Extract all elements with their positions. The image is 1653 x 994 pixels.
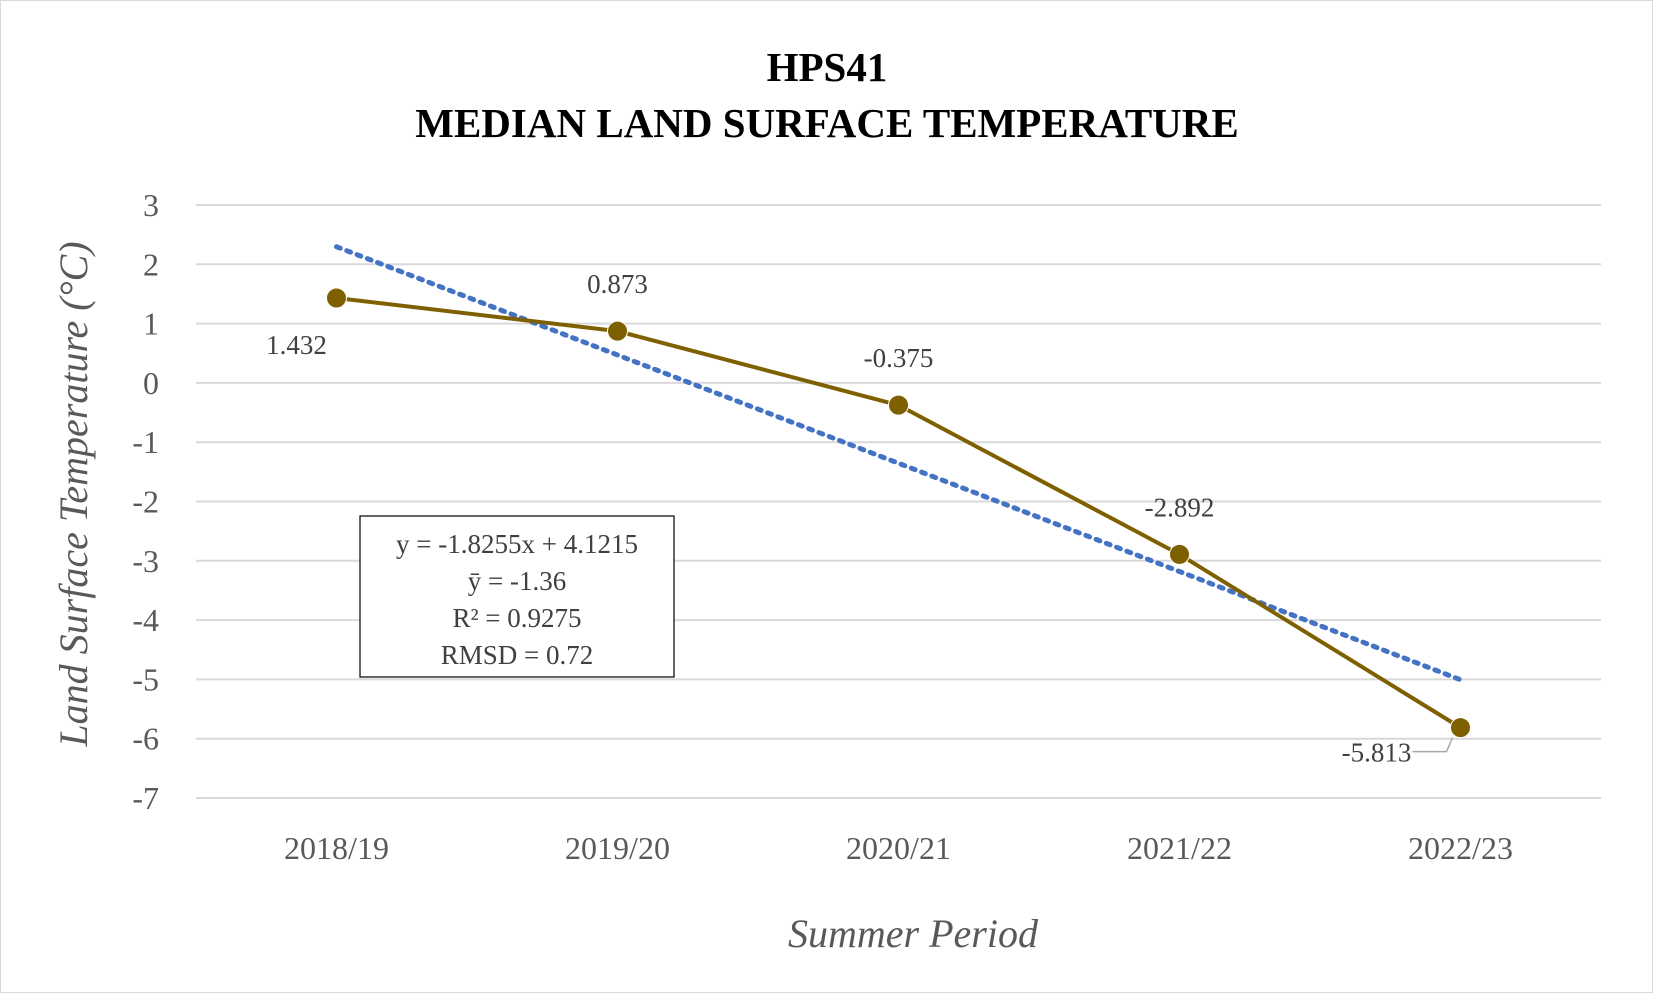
y-tick-label: 1 — [143, 306, 159, 342]
data-point — [607, 320, 628, 342]
y-tick-label: -2 — [132, 484, 159, 520]
x-tick-label: 2018/19 — [284, 830, 389, 866]
x-axis-title: Summer Period — [788, 911, 1039, 956]
data-labels: 1.432 0.873 -0.375 -2.892 -5.813 — [266, 269, 1454, 768]
y-tick-label: -5 — [132, 661, 159, 697]
y-tick-label: 2 — [143, 246, 159, 282]
data-point — [888, 394, 909, 416]
series-temperature — [326, 287, 1471, 739]
y-tick-label: 0 — [143, 365, 159, 401]
mean-value: ȳ = -1.36 — [468, 566, 566, 596]
data-point — [1450, 717, 1471, 739]
data-label: -2.892 — [1145, 492, 1215, 522]
y-axis-title: Land Surface Temperature (°C) — [51, 241, 96, 747]
trendline-equation: y = -1.8255x + 4.1215 — [396, 529, 638, 559]
chart-title-line-2: MEDIAN LAND SURFACE TEMPERATURE — [415, 100, 1238, 146]
data-point — [326, 287, 347, 309]
x-tick-labels: 2018/19 2019/20 2020/21 2021/22 2022/23 — [284, 830, 1513, 866]
data-label: -5.813 — [1342, 738, 1412, 768]
y-tick-label: -6 — [132, 721, 159, 757]
chart-title-line-1: HPS41 — [767, 44, 888, 90]
y-tick-label: -3 — [132, 543, 159, 579]
x-tick-label: 2022/23 — [1408, 830, 1513, 866]
r-squared: R² = 0.9275 — [452, 603, 581, 633]
trendline-stats-box: y = -1.8255x + 4.1215 ȳ = -1.36 R² = 0.9… — [359, 515, 675, 678]
y-tick-label: -7 — [132, 780, 159, 816]
y-tick-labels: 3 2 1 0 -1 -2 -3 -4 -5 -6 -7 — [132, 187, 159, 816]
y-tick-label: -1 — [132, 424, 159, 460]
x-tick-label: 2020/21 — [846, 830, 951, 866]
data-label: 0.873 — [587, 269, 648, 299]
gridlines — [196, 204, 1601, 799]
data-label-leader-line — [1412, 737, 1454, 753]
stats-box-border — [359, 515, 675, 678]
y-tick-label: -4 — [132, 602, 159, 638]
data-label: -0.375 — [864, 343, 934, 373]
data-label: 1.432 — [266, 330, 327, 360]
x-tick-label: 2019/20 — [565, 830, 670, 866]
rmsd: RMSD = 0.72 — [441, 640, 594, 670]
data-point — [1169, 543, 1190, 565]
y-tick-label: 3 — [143, 187, 159, 223]
x-tick-label: 2021/22 — [1127, 830, 1232, 866]
